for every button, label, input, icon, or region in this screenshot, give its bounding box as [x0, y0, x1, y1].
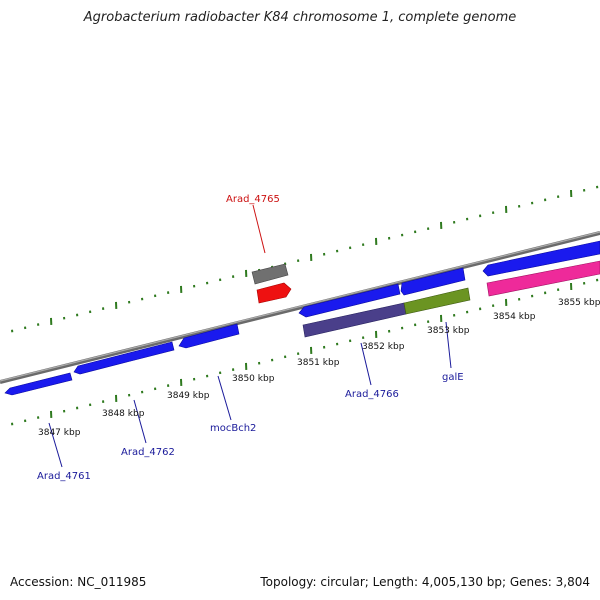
gene-label-arad-4761[interactable]: Arad_4761	[37, 471, 91, 482]
tick-label-3847: 3847 kbp	[38, 428, 81, 438]
genome-summary-text: Topology: circular; Length: 4,005,130 bp…	[260, 575, 590, 589]
gene-next-arrow[interactable]	[482, 240, 600, 277]
cds-gale-bar[interactable]	[403, 287, 471, 315]
gene-label-arad-4762[interactable]: Arad_4762	[121, 447, 175, 458]
gene-arad-4761-arrow[interactable]	[4, 372, 73, 396]
leader-gale	[445, 321, 452, 369]
leader-arad-4762	[133, 399, 147, 444]
leader-mocbch2	[217, 375, 232, 421]
chromosome-backbone	[0, 231, 600, 384]
gene-label-arad-4765[interactable]: Arad_4765	[226, 194, 280, 205]
lower-scale-line	[11, 278, 599, 426]
tick-label-3849: 3849 kbp	[167, 391, 210, 401]
gene-arad-4765-red-arrow[interactable]	[256, 282, 292, 304]
map-title: Agrobacterium radiobacter K84 chromosome…	[83, 10, 517, 25]
tick-label-3851: 3851 kbp	[297, 358, 340, 368]
leader-arad-4766	[360, 342, 372, 386]
gene-arad-4762-arrow[interactable]	[73, 341, 175, 375]
tick-label-3855: 3855 kbp	[558, 298, 600, 308]
leader-arad-4761	[48, 422, 63, 468]
gene-arad-4766-arrow[interactable]	[298, 283, 401, 318]
gene-label-arad-4766[interactable]: Arad_4766	[345, 389, 399, 400]
chromosome-backbone-highlight	[0, 231, 600, 382]
tick-label-3854: 3854 kbp	[493, 312, 536, 322]
gene-label-gale[interactable]: galE	[442, 372, 464, 383]
tick-label-3853: 3853 kbp	[427, 326, 470, 336]
tick-label-3848: 3848 kbp	[102, 409, 145, 419]
gene-arad-4765-gray-arrow[interactable]	[251, 263, 289, 285]
cds-pink-bar[interactable]	[486, 260, 600, 297]
accession-text: Accession: NC_011985	[10, 575, 147, 589]
tick-label-3852: 3852 kbp	[362, 342, 405, 352]
leader-arad-4765	[252, 204, 266, 254]
upper-scale-line	[11, 185, 599, 333]
gene-gale-arrow[interactable]	[400, 267, 466, 296]
gene-label-mocbch2[interactable]: mocBch2	[210, 423, 256, 434]
tick-label-3850: 3850 kbp	[232, 374, 275, 384]
gene-mocbch2-arrow[interactable]	[178, 323, 240, 349]
